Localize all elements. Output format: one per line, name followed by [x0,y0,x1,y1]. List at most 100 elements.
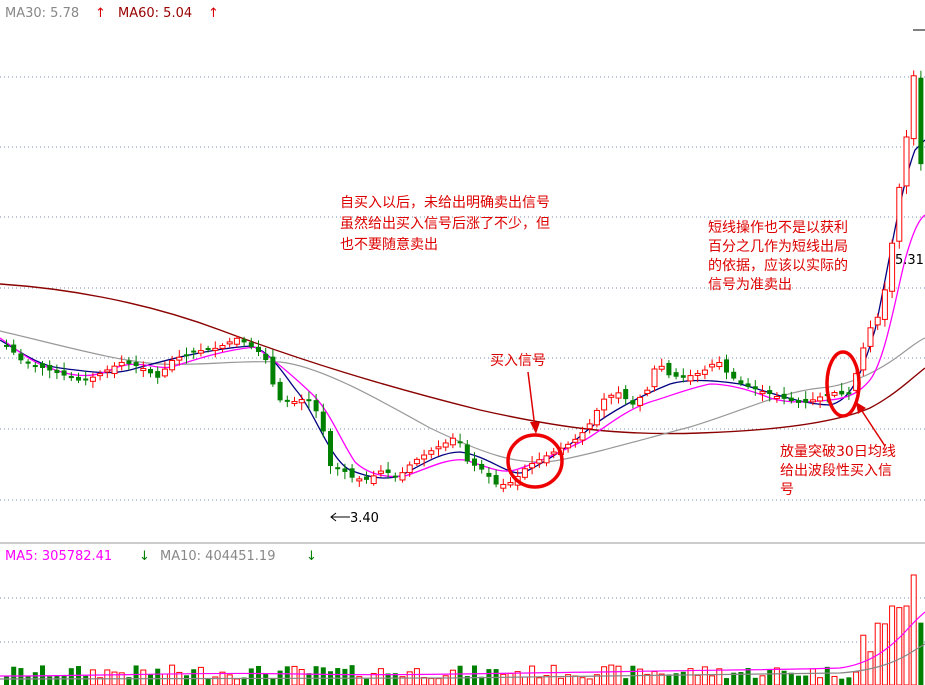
candle [565,441,572,453]
volume-bar [464,676,470,685]
vol-ma10-label: MA10 [160,549,197,564]
volume-bar [191,669,197,685]
candle [11,339,17,356]
candle [860,342,867,377]
candle [356,475,363,487]
volume-bar [918,622,924,685]
volume-bar [370,673,377,685]
candle [212,341,219,358]
right-note-line-2: 百分之几作为短线出局 [708,239,848,255]
candle [233,335,240,348]
volume-bar [536,677,543,685]
candle [104,365,111,378]
candle [839,382,845,397]
candle [752,380,758,396]
candle [623,385,629,405]
candle [428,447,435,459]
candle [148,366,153,378]
candle [155,366,161,384]
svg-text:MA30: 5.78: MA30: 5.78 [5,6,79,21]
candle [716,356,723,370]
candle [191,347,197,359]
volume-bar [709,675,716,685]
candle [666,360,672,379]
candle [680,368,686,383]
candle [140,361,147,378]
candle [241,336,247,347]
volume-bar [752,677,758,685]
candle [406,461,413,477]
volume-bar [839,678,845,685]
high-price-label: 5.31 [895,253,924,268]
candle [881,282,888,327]
annotation-breakout: 放量突破30日均线 给出波段性买入信 号 [780,350,896,498]
volume-bar [226,674,233,685]
candle [709,359,716,372]
volume-bar [579,677,586,685]
candle [493,469,499,488]
candle [133,355,139,374]
candle [161,361,168,378]
volume-bar [479,676,485,685]
candle [572,434,579,448]
volume-bar [270,678,276,685]
annotation-top: 自买入以后，未给出明确卖出信号 虽然给出买入信号后涨了不少，但 也不要随意卖出 [340,195,550,253]
candle [615,386,622,404]
candle [479,459,485,474]
candle [298,394,305,411]
volume-ma10-line [0,643,925,680]
candle [349,464,355,483]
candle [809,392,816,406]
candle [701,365,708,380]
volume-bars [4,574,924,685]
volume-bar [377,668,384,685]
vol-ma10-value: 404451.19 [205,549,275,564]
candle [61,362,67,381]
volume-bar [18,668,24,685]
candle [658,358,665,372]
buy-signal-circle [506,433,564,489]
vol-ma5-label: MA5 [5,549,33,564]
candle [486,467,492,484]
candle [184,347,189,364]
candle [579,426,586,446]
ma60-line [0,283,925,435]
volume-bar [61,675,67,685]
volume-bar [233,678,240,685]
volume-bar [853,671,860,685]
breakout-arrowhead-icon [856,402,866,414]
candle [435,440,442,456]
candle [536,452,543,468]
candle [867,320,874,353]
volume-bar [89,669,96,685]
volume-bar [824,666,830,685]
volume-bar [500,673,507,685]
svg-text:MA60: 5.04: MA60: 5.04 [118,6,192,21]
volume-bar [803,675,809,685]
candle [543,451,550,467]
high-marker: 5.31 [895,29,925,268]
candle [608,393,615,405]
candle [313,393,319,418]
volume-bar [385,673,391,685]
candle [32,362,38,373]
volume-bar [68,668,74,685]
breakout-note-line-3: 号 [780,482,794,498]
volume-bar [731,672,737,685]
volume-bar [241,677,247,685]
volume-bar [442,675,449,685]
candle [630,395,636,409]
volume-bar [155,668,161,685]
candle [328,428,333,474]
candle [320,403,326,438]
breakout-arrow-icon [859,407,886,447]
volume-bar [306,673,312,685]
candle [738,376,744,387]
candle [529,456,536,475]
candle [796,397,801,409]
volume-bar [666,674,672,685]
volume-bar [529,665,536,685]
ma30-value: 5.78 [50,6,79,21]
volume-bar [457,665,463,685]
volume-bar [248,668,254,685]
